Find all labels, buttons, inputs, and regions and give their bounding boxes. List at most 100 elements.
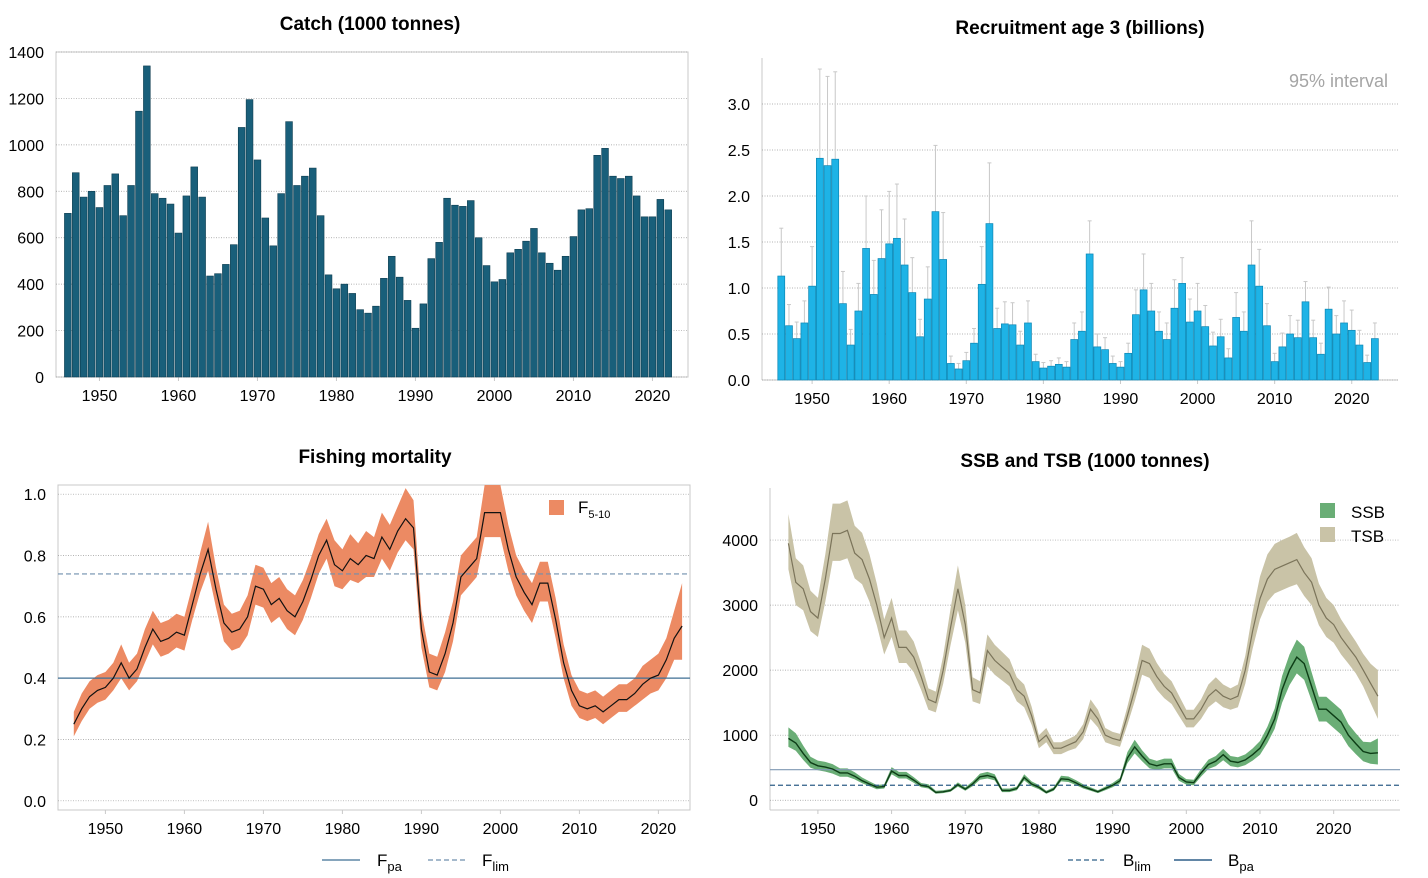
fmort-y-tick-label: 0.0 xyxy=(24,794,46,811)
catch-bar xyxy=(380,278,388,378)
recruit-bar xyxy=(877,258,886,381)
bpa-legend-label: Bpa xyxy=(1228,851,1255,874)
recruit-bar xyxy=(977,283,986,381)
recruit-bar xyxy=(1008,324,1017,381)
recruit-bar xyxy=(1209,345,1217,381)
recruit-bar xyxy=(947,363,955,381)
catch-bar xyxy=(593,155,601,378)
recruit-bar xyxy=(885,243,894,381)
fmort-x-tick-label: 1980 xyxy=(325,821,361,838)
f-legend-swatch xyxy=(549,500,564,515)
catch-bar xyxy=(577,209,586,378)
catch-bar xyxy=(348,293,356,378)
recruit-bar xyxy=(1363,362,1371,381)
recruit-bar xyxy=(1293,337,1302,381)
catch-bar xyxy=(656,199,665,378)
recruit-y-tick-label: 1.0 xyxy=(728,281,750,298)
recruit-bar xyxy=(1170,307,1179,381)
recruit-bar xyxy=(1039,367,1048,381)
fmort-plot-frame xyxy=(57,484,691,811)
catch-bar xyxy=(419,303,428,378)
recruit-bar xyxy=(1001,323,1009,381)
ssb-y-tick-label: 3000 xyxy=(722,598,758,615)
recruit-bar xyxy=(1255,285,1264,381)
ssb-tsb-title: SSB and TSB (1000 tonnes) xyxy=(960,451,1210,472)
recruit-bar xyxy=(1062,366,1071,381)
catch-bar xyxy=(79,196,88,378)
recruit-x-tick-label: 2000 xyxy=(1180,391,1216,408)
recruit-y-tick-label: 3.0 xyxy=(728,97,750,114)
catch-x-tick-label: 1950 xyxy=(82,388,118,405)
recruit-bar xyxy=(985,223,994,381)
recruit-bar xyxy=(1332,333,1341,381)
recruit-bar xyxy=(1247,264,1256,381)
catch-bar xyxy=(119,215,127,378)
catch-x-tick-label: 2010 xyxy=(556,388,592,405)
recruit-bar xyxy=(846,344,855,381)
recruit-bar xyxy=(1155,330,1163,381)
tsb-confidence-band xyxy=(788,500,1378,755)
recruit-bar xyxy=(970,342,978,381)
catch-bar xyxy=(632,195,641,378)
catch-bar xyxy=(127,185,135,378)
catch-y-tick-label: 400 xyxy=(17,277,44,294)
recruit-bar xyxy=(869,294,878,381)
catch-x-tick-label: 2000 xyxy=(477,388,513,405)
catch-bar xyxy=(546,262,554,378)
recruit-bar xyxy=(1186,321,1194,381)
catch-bar xyxy=(198,196,206,378)
recruit-x-tick-label: 1990 xyxy=(1103,391,1139,408)
recruit-bar xyxy=(808,285,816,381)
fmort-x-tick-label: 1950 xyxy=(88,821,124,838)
catch-y-tick-label: 600 xyxy=(17,231,44,248)
catch-bar xyxy=(222,264,230,378)
ssb-x-tick-label: 2010 xyxy=(1242,821,1278,838)
catch-bar xyxy=(506,252,514,378)
catch-bar xyxy=(585,208,593,378)
catch-bar xyxy=(103,185,112,378)
catch-bar xyxy=(174,232,183,378)
catch-bar xyxy=(648,216,657,378)
recruit-bar xyxy=(939,259,947,381)
ssb-y-tick-label: 1000 xyxy=(722,728,758,745)
recruit-x-tick-label: 1980 xyxy=(1026,391,1062,408)
recruit-bar xyxy=(1270,361,1279,381)
catch-bar xyxy=(293,185,301,378)
tsb-legend-swatch xyxy=(1320,527,1335,542)
ssb-x-tick-label: 2000 xyxy=(1169,821,1205,838)
catch-bar xyxy=(340,283,349,378)
ssb-estimate-line xyxy=(788,656,1378,794)
recruit-bar xyxy=(1108,363,1117,381)
recruit-bar xyxy=(1093,346,1102,381)
catch-bar xyxy=(553,269,562,378)
recruit-bar xyxy=(1216,336,1225,381)
recruit-bar xyxy=(1278,346,1287,381)
f-legend-label: F5-10 xyxy=(578,498,610,521)
ssb-x-tick-label: 1990 xyxy=(1095,821,1131,838)
ssb-x-tick-label: 1960 xyxy=(874,821,910,838)
recruit-x-tick-label: 1970 xyxy=(948,391,984,408)
recruit-bar xyxy=(908,292,917,381)
catch-bar xyxy=(538,252,546,378)
catch-x-tick-label: 1960 xyxy=(161,388,197,405)
ssb-y-tick-label: 4000 xyxy=(722,533,758,550)
ssb-legend-swatch xyxy=(1320,503,1335,518)
catch-bar xyxy=(269,245,277,378)
fmort-y-tick-label: 0.6 xyxy=(24,610,46,627)
recruit-x-tick-label: 1950 xyxy=(794,391,830,408)
catch-bar xyxy=(561,255,570,378)
ssb-confidence-band xyxy=(788,639,1378,794)
recruit-bar xyxy=(1132,314,1140,381)
catch-bar xyxy=(364,312,372,378)
fmort-x-tick-label: 1970 xyxy=(246,821,282,838)
fmort-y-tick-label: 0.4 xyxy=(24,671,46,688)
recruit-bar xyxy=(1085,253,1094,381)
tsb-estimate-line xyxy=(787,529,1379,749)
fishing-mortality-title: Fishing mortality xyxy=(298,447,452,468)
recruit-bar xyxy=(1101,349,1109,381)
catch-bar xyxy=(474,237,483,378)
catch-bar xyxy=(617,178,625,378)
fmort-x-tick-label: 1990 xyxy=(404,821,440,838)
recruit-bar xyxy=(1047,365,1055,381)
